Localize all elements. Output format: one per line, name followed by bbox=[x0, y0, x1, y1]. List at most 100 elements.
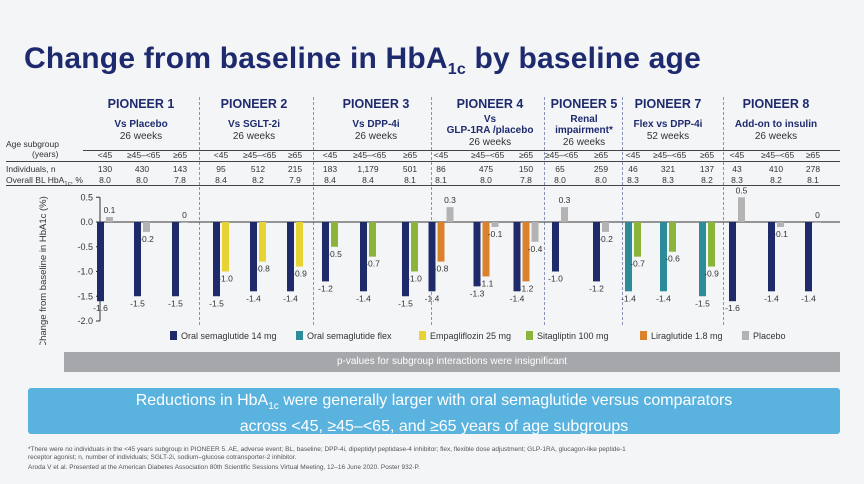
legend-label: Oral semaglutide flex bbox=[307, 331, 392, 341]
bar-value-label: -1.4 bbox=[283, 293, 298, 303]
trial-name: PIONEER 1 bbox=[107, 97, 175, 111]
trial-separator bbox=[313, 97, 314, 325]
hba1c-bar-chart: 0.5 0.0 -0.5 -1.0 -1.5 -2.0 Change from baseli… bbox=[38, 185, 840, 345]
baseline-hba1c-cell: 8.4 bbox=[324, 175, 336, 185]
age-subgroup-cell: ≥45–<65 bbox=[471, 150, 505, 160]
bar-placebo bbox=[446, 207, 454, 222]
trial-comparator: Flex vs DPP-4i bbox=[633, 119, 703, 130]
bar-liraglutide bbox=[437, 222, 445, 262]
baseline-hba1c-cell: 7.8 bbox=[174, 175, 186, 185]
individuals-cell: 43 bbox=[732, 164, 742, 174]
bar-oral-sema-14 bbox=[552, 222, 559, 272]
legend-item: Sitagliptin 100 mg bbox=[526, 331, 609, 341]
legend-item: Liraglutide 1.8 mg bbox=[640, 331, 723, 341]
age-subgroup-cell: <45 bbox=[729, 150, 745, 160]
y-tick-label: -2.0 bbox=[77, 316, 93, 326]
legend-item: Oral semaglutide 14 mg bbox=[170, 331, 277, 341]
individuals-cell: 137 bbox=[699, 164, 715, 174]
bar-oral-sema-14 bbox=[250, 222, 257, 292]
individuals-cell: 278 bbox=[805, 164, 821, 174]
bar-value-label: -1.4 bbox=[621, 293, 636, 303]
table-rule bbox=[6, 185, 840, 186]
bar-oral-sema-14 bbox=[729, 222, 736, 302]
y-tick-label: 0.0 bbox=[80, 217, 93, 227]
legend-swatch bbox=[742, 331, 749, 340]
trial-duration: 26 weeks bbox=[119, 131, 163, 142]
baseline-hba1c-cell: 8.0 bbox=[554, 175, 566, 185]
pvalue-note: p-values for subgroup interactions were … bbox=[64, 352, 840, 372]
age-subgroup-cell: ≥65 bbox=[518, 150, 534, 160]
y-tick-label: -0.5 bbox=[77, 242, 93, 252]
overall-bl-label: Overall BL HbA1c, % bbox=[6, 175, 83, 188]
legend-swatch bbox=[526, 331, 533, 340]
individuals-cell: 215 bbox=[287, 164, 303, 174]
legend-item: Oral semaglutide flex bbox=[296, 331, 392, 341]
trial-duration: 26 weeks bbox=[468, 137, 512, 148]
age-subgroup-label: Age subgroup (years) bbox=[6, 139, 59, 159]
age-subgroup-cell: <45 bbox=[97, 150, 113, 160]
bar-placebo bbox=[814, 222, 821, 223]
bar-placebo bbox=[531, 222, 539, 242]
legend-item: Placebo bbox=[742, 331, 786, 341]
legend-label: Placebo bbox=[753, 331, 786, 341]
baseline-hba1c-cell: 8.1 bbox=[435, 175, 447, 185]
legend-swatch bbox=[170, 331, 177, 340]
bar-value-label: -0.2 bbox=[598, 234, 613, 244]
legend-label: Sitagliptin 100 mg bbox=[537, 331, 609, 341]
bar-placebo bbox=[602, 222, 609, 232]
table-rule bbox=[83, 150, 840, 151]
bar-value-label: -1.0 bbox=[548, 274, 563, 284]
bar-value-label: -1.3 bbox=[470, 288, 485, 298]
bar-value-label: -1.2 bbox=[519, 283, 534, 293]
bar-oral-sema-flex bbox=[660, 222, 667, 292]
bar-oral-sema-14 bbox=[513, 222, 521, 292]
trial-comparator: Vs Placebo bbox=[114, 119, 168, 130]
bar-value-label: 0.3 bbox=[444, 195, 456, 205]
bar-value-label: -1.2 bbox=[589, 283, 604, 293]
age-subgroup-cell: ≥45–<65 bbox=[243, 150, 277, 160]
age-subgroup-cell: ≥65 bbox=[699, 150, 715, 160]
individuals-cell: 183 bbox=[322, 164, 338, 174]
trial-separator bbox=[723, 97, 724, 325]
individuals-cell: 501 bbox=[402, 164, 418, 174]
bar-value-label: -1.5 bbox=[209, 298, 224, 308]
individuals-cell: 46 bbox=[628, 164, 638, 174]
bar-sitagliptin bbox=[369, 222, 376, 257]
bar-oral-sema-14 bbox=[402, 222, 409, 297]
baseline-hba1c-cell: 8.3 bbox=[731, 175, 743, 185]
bar-value-label: -1.4 bbox=[764, 293, 779, 303]
trial-name: PIONEER 3 bbox=[342, 97, 410, 111]
bar-value-label: -1.4 bbox=[246, 293, 261, 303]
individuals-cell: 130 bbox=[97, 164, 113, 174]
bar-value-label: -1.2 bbox=[318, 283, 333, 293]
bar-sitagliptin bbox=[669, 222, 676, 252]
individuals-cell: 65 bbox=[555, 164, 565, 174]
trial-name: PIONEER 4 bbox=[456, 97, 524, 111]
trial-separator bbox=[199, 97, 200, 325]
bar-oral-sema-14 bbox=[213, 222, 220, 297]
age-subgroup-cell: ≥65 bbox=[402, 150, 418, 160]
bar-oral-sema-14 bbox=[428, 222, 436, 292]
title-subscript: 1c bbox=[447, 61, 466, 78]
legend-label: Empagliflozin 25 mg bbox=[430, 331, 512, 341]
bar-empagliflozin bbox=[222, 222, 229, 272]
bar-placebo bbox=[143, 222, 150, 232]
banner-line2: across <45, ≥45–<65, and ≥65 years of ag… bbox=[239, 418, 629, 436]
individuals-cell: 1,179 bbox=[357, 164, 379, 174]
baseline-hba1c-cell: 7.8 bbox=[520, 175, 532, 185]
bar-value-label: -0.9 bbox=[292, 269, 307, 279]
bar-placebo bbox=[181, 222, 188, 223]
individuals-cell: 150 bbox=[518, 164, 534, 174]
baseline-hba1c-cell: 8.3 bbox=[627, 175, 639, 185]
y-axis-label: Change from baseline in HbA1c (%) bbox=[38, 196, 49, 345]
legend-label: Oral semaglutide 14 mg bbox=[181, 331, 277, 341]
age-subgroup-cell: ≥65 bbox=[593, 150, 609, 160]
bar-placebo bbox=[106, 217, 113, 222]
legend-item: Empagliflozin 25 mg bbox=[419, 331, 511, 341]
bar-oral-sema-14 bbox=[805, 222, 812, 292]
age-subgroup-cell: ≥65 bbox=[805, 150, 821, 160]
bar-value-label: -1.4 bbox=[425, 293, 440, 303]
footnote-2: receptor agonist; n, number of individua… bbox=[28, 454, 297, 461]
age-subgroup-cell: <45 bbox=[625, 150, 641, 160]
